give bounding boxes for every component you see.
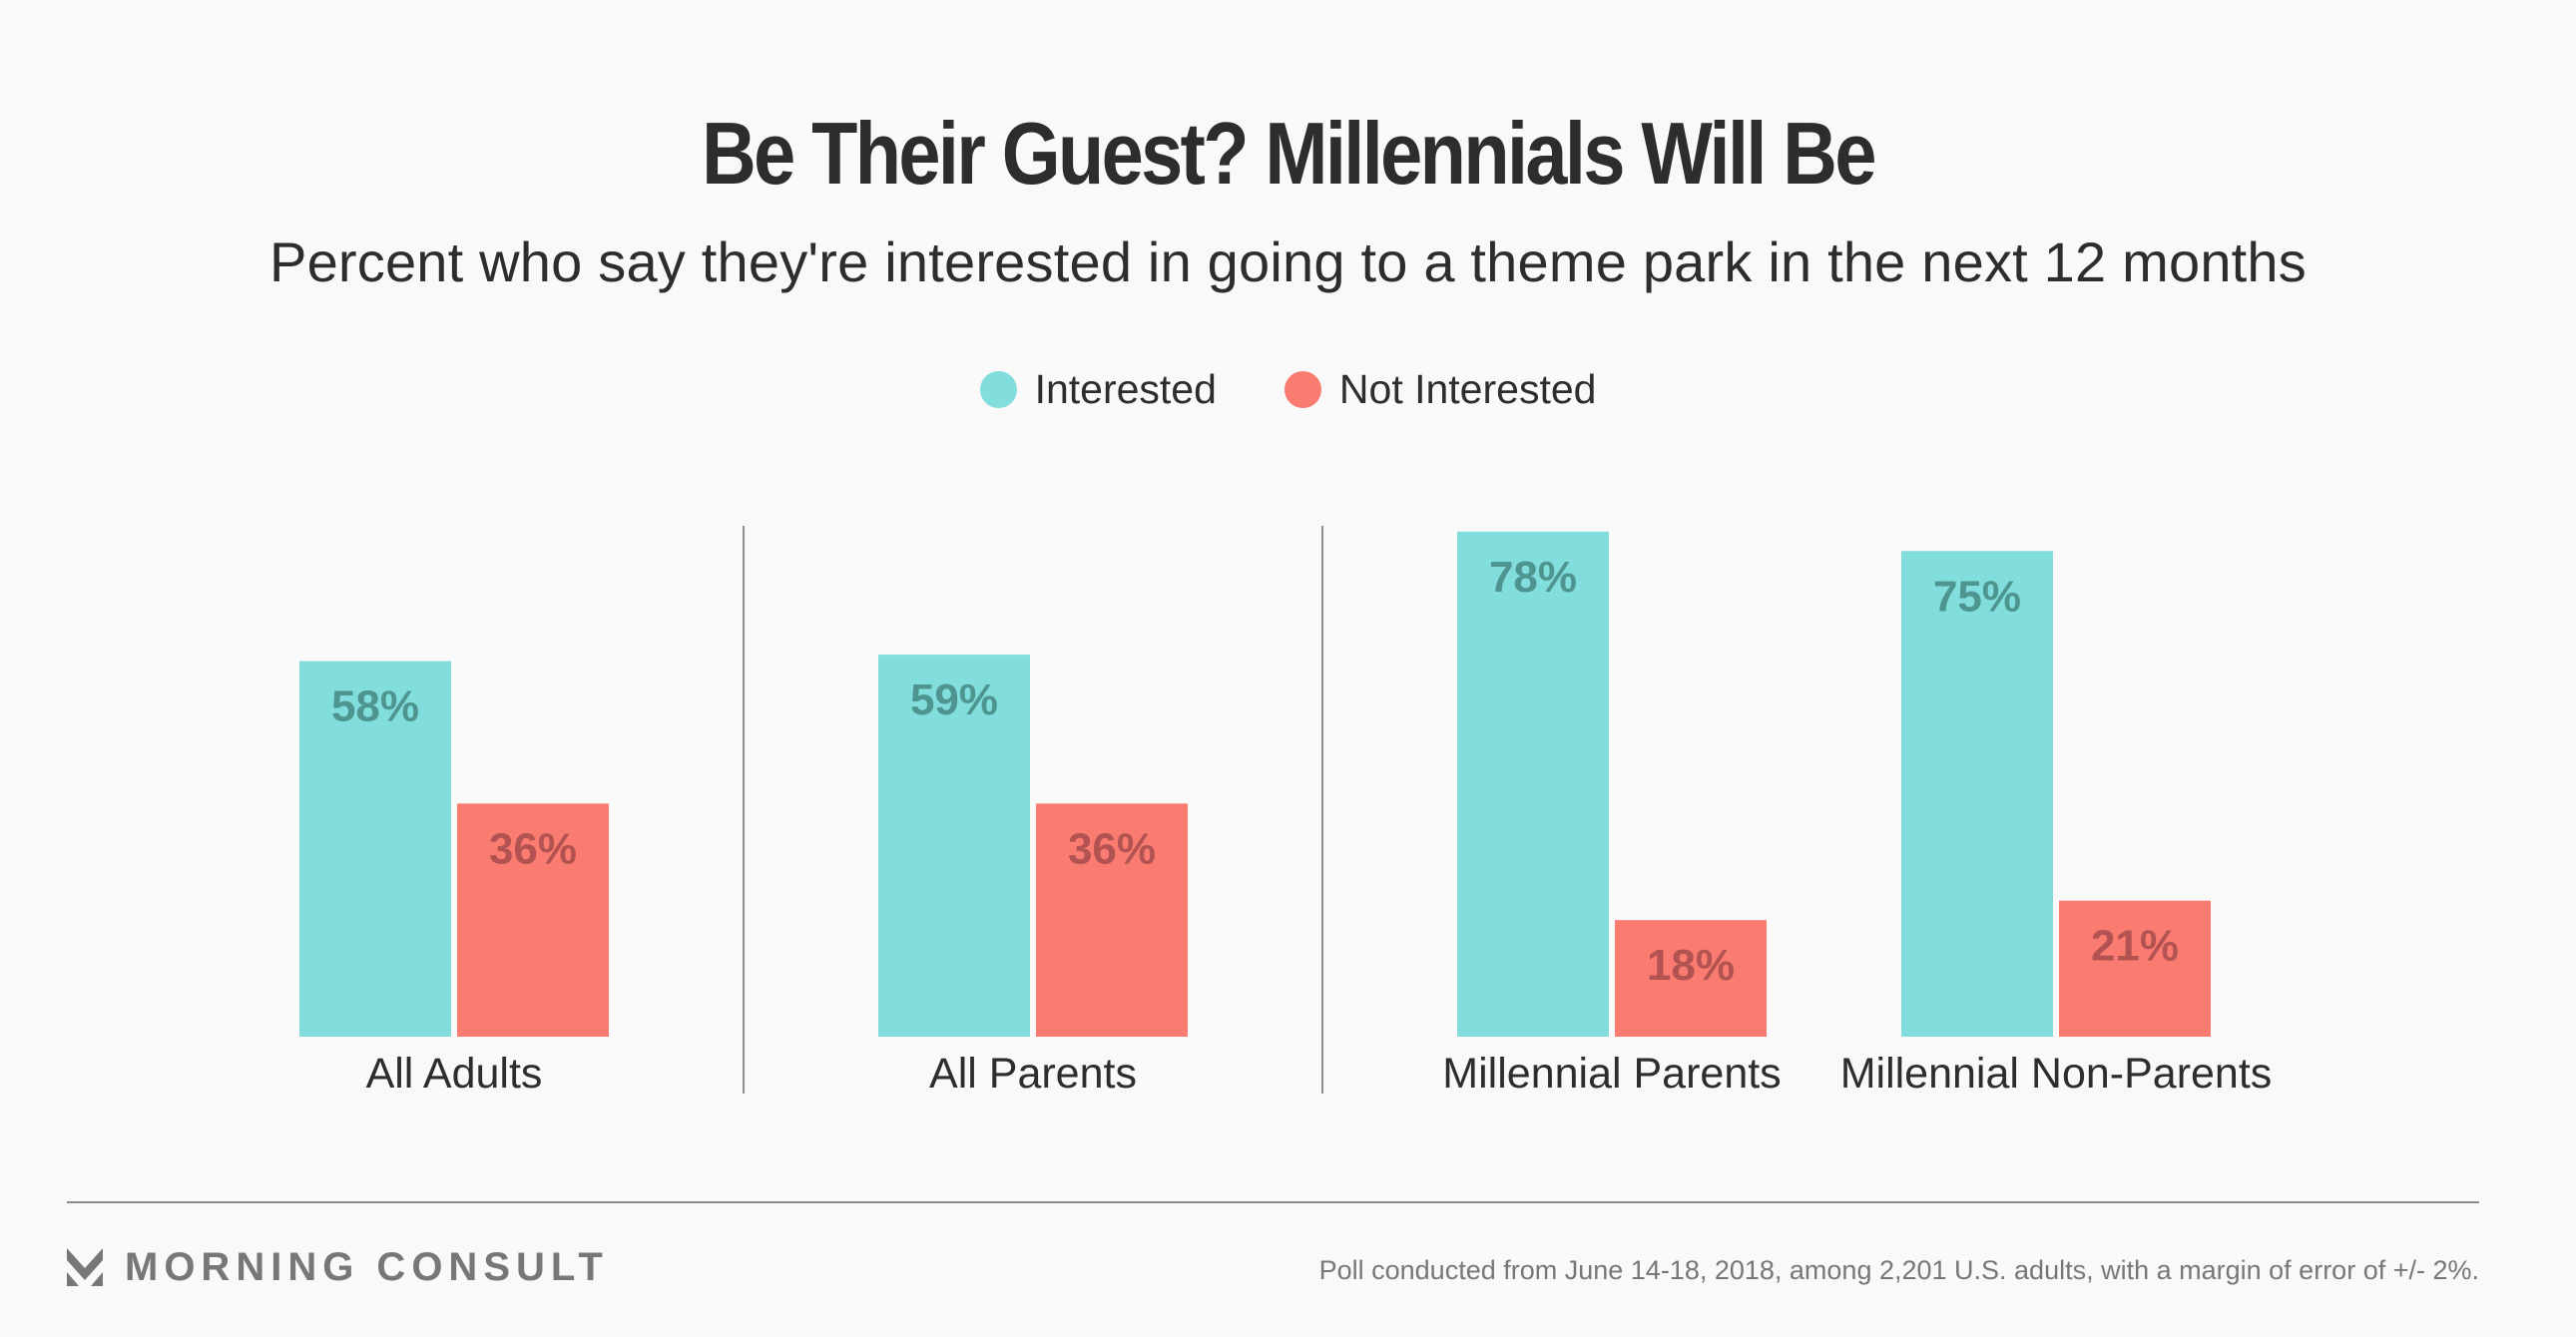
bar-not-interested-all-adults bbox=[457, 803, 609, 1037]
data-label: 36% bbox=[489, 824, 577, 873]
legend-item-interested: Interested bbox=[979, 365, 1217, 413]
bar-not-interested-millennial-non-parents bbox=[2059, 900, 2211, 1037]
bar-interested-all-adults bbox=[299, 661, 451, 1037]
category-label: Millennial Non-Parents bbox=[1840, 1050, 2273, 1098]
bar-not-interested-all-parents bbox=[1036, 803, 1188, 1037]
category-label: Millennial Parents bbox=[1442, 1050, 1781, 1098]
bar-interested-millennial-parents bbox=[1457, 531, 1609, 1037]
bar-not-interested-millennial-parents bbox=[1615, 920, 1767, 1037]
bar-interested-millennial-non-parents bbox=[1901, 551, 2053, 1037]
data-label: 78% bbox=[1489, 553, 1577, 602]
category-label: All Adults bbox=[366, 1050, 543, 1098]
brand-name: MORNING CONSULT bbox=[125, 1244, 609, 1289]
data-label: 21% bbox=[2091, 922, 2179, 971]
data-label: 18% bbox=[1647, 941, 1735, 990]
footer-divider bbox=[67, 1201, 2479, 1203]
bar-interested-all-parents bbox=[878, 655, 1030, 1037]
data-label: 36% bbox=[1068, 824, 1156, 873]
legend-label: Not Interested bbox=[1338, 365, 1597, 412]
chart-title: Be Their Guest? Millennials Will Be bbox=[702, 104, 1876, 203]
chart-subtitle: Percent who say they're interested in go… bbox=[269, 230, 2307, 293]
legend-item-not-interested: Not Interested bbox=[1284, 365, 1597, 413]
legend-swatch-icon bbox=[1284, 370, 1321, 408]
morning-consult-logo-icon bbox=[67, 1248, 103, 1286]
legend: Interested Not Interested bbox=[0, 365, 2576, 413]
methodology-note: Poll conducted from June 14-18, 2018, am… bbox=[1318, 1255, 2479, 1285]
legend-label: Interested bbox=[1034, 365, 1217, 412]
data-label: 58% bbox=[331, 682, 419, 731]
legend-swatch-icon bbox=[979, 370, 1017, 408]
data-label: 75% bbox=[1933, 572, 2021, 621]
data-label: 59% bbox=[910, 675, 998, 724]
brand: MORNING CONSULT bbox=[67, 1245, 609, 1289]
category-label: All Parents bbox=[929, 1050, 1137, 1098]
